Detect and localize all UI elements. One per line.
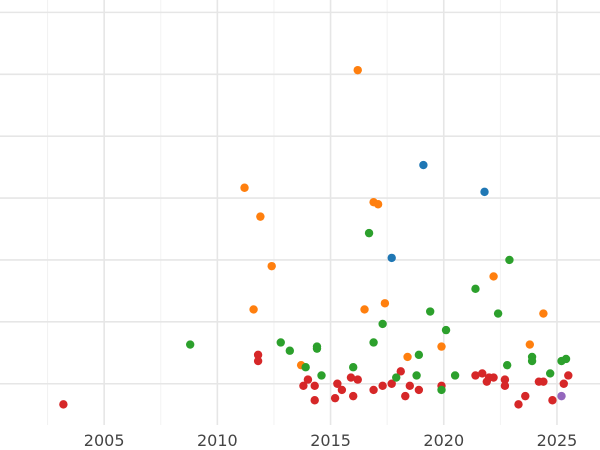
data-point: [387, 379, 396, 388]
data-point: [401, 391, 410, 401]
data-point: [253, 350, 263, 360]
data-point: [471, 371, 480, 380]
data-point: [373, 200, 383, 209]
data-point: [349, 363, 358, 372]
data-point: [310, 381, 319, 391]
grid: [0, 0, 600, 425]
data-point: [502, 360, 512, 370]
data-point: [303, 375, 313, 384]
data-point: [561, 354, 571, 364]
data-point: [276, 338, 285, 347]
data-point: [514, 400, 523, 409]
data-point: [392, 373, 401, 382]
data-point: [317, 371, 326, 380]
data-point: [478, 369, 487, 378]
data-point: [333, 379, 342, 388]
data-point: [353, 65, 362, 75]
x-tick-label: 2005: [84, 431, 125, 450]
data-point: [369, 338, 378, 347]
x-tick-label: 2010: [197, 431, 238, 450]
data-point: [505, 255, 514, 265]
data-point: [349, 391, 358, 401]
data-point: [557, 391, 566, 401]
data-point: [471, 284, 480, 294]
data-point: [59, 400, 68, 409]
data-point: [450, 371, 460, 380]
data-point: [346, 373, 356, 382]
data-points: [59, 65, 573, 409]
data-point: [310, 396, 319, 405]
data-point: [425, 307, 435, 316]
data-point: [525, 340, 535, 349]
data-point: [437, 385, 446, 395]
data-point: [493, 309, 503, 318]
data-point: [378, 381, 387, 391]
data-point: [412, 371, 421, 380]
data-point: [285, 346, 295, 355]
data-point: [521, 391, 530, 401]
data-point: [249, 305, 258, 314]
data-point: [299, 381, 308, 391]
data-point: [353, 375, 362, 384]
data-point: [378, 319, 387, 329]
data-point: [369, 385, 378, 395]
data-point: [480, 187, 489, 197]
data-point: [330, 393, 340, 403]
x-axis-ticks: 2005 2010 2015 2020 2025: [84, 431, 578, 450]
data-point: [240, 183, 249, 192]
data-point: [403, 352, 412, 362]
data-point: [437, 342, 446, 351]
data-point: [387, 253, 396, 263]
data-point: [380, 299, 390, 308]
data-point: [312, 344, 322, 353]
data-point: [545, 369, 555, 378]
data-point: [564, 371, 573, 380]
data-point: [360, 305, 369, 314]
data-point: [527, 356, 537, 366]
data-point: [539, 377, 548, 386]
data-point: [548, 396, 557, 405]
data-point: [500, 381, 510, 391]
data-point: [414, 350, 424, 360]
data-point: [256, 212, 265, 221]
data-point: [500, 375, 510, 384]
x-tick-label: 2020: [423, 431, 464, 450]
x-tick-label: 2025: [537, 431, 578, 450]
data-point: [489, 373, 498, 382]
data-point: [253, 356, 263, 366]
data-point: [396, 367, 405, 376]
data-point: [441, 325, 451, 335]
data-point: [267, 261, 276, 271]
data-point: [185, 340, 195, 349]
data-point: [489, 272, 498, 281]
data-point: [414, 385, 424, 395]
data-point: [419, 160, 428, 170]
data-point: [539, 309, 548, 318]
data-point: [301, 363, 310, 372]
data-point: [405, 381, 415, 391]
data-point: [337, 385, 347, 395]
x-tick-label: 2015: [310, 431, 351, 450]
data-point: [559, 379, 568, 388]
data-point: [364, 228, 374, 238]
